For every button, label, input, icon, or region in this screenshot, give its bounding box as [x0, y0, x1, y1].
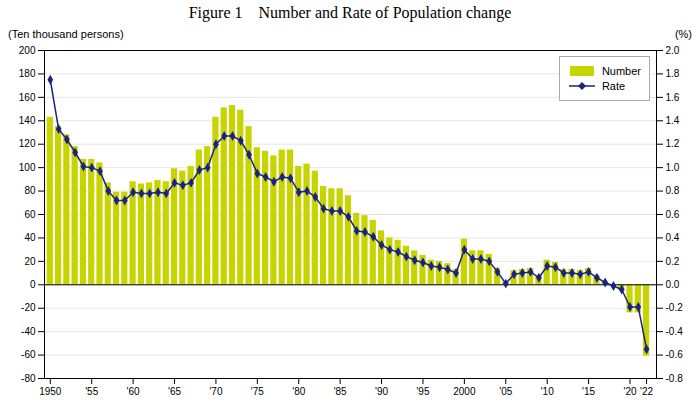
svg-text:0.8: 0.8 [666, 185, 680, 196]
html-text:Number: Number [601, 65, 641, 77]
svg-text:-80: -80 [21, 373, 36, 384]
svg-text:1.8: 1.8 [666, 68, 680, 79]
svg-text:'85: '85 [334, 386, 347, 397]
svg-text:'55: '55 [85, 386, 98, 397]
svg-text:160: 160 [19, 92, 36, 103]
svg-text:60: 60 [24, 209, 36, 220]
svg-text:'95: '95 [416, 386, 429, 397]
svg-text:'75: '75 [251, 386, 264, 397]
svg-text:'15: '15 [582, 386, 595, 397]
svg-text:-40: -40 [21, 326, 36, 337]
svg-text:0.6: 0.6 [666, 209, 680, 220]
svg-text:1.0: 1.0 [666, 162, 680, 173]
svg-text:'22: '22 [640, 386, 653, 397]
svg-text:'05: '05 [499, 386, 512, 397]
svg-text:0: 0 [30, 279, 36, 290]
svg-text:'65: '65 [168, 386, 181, 397]
svg-text:'90: '90 [375, 386, 388, 397]
html-text:Rate: Rate [601, 80, 626, 92]
svg-text:140: 140 [19, 115, 36, 126]
svg-text:2000: 2000 [453, 386, 476, 397]
html-text:Figure 1 Number and Rate of Po: Figure 1 Number and Rate of Population c… [188, 4, 512, 21]
svg-text:0.2: 0.2 [666, 256, 680, 267]
svg-text:'60: '60 [127, 386, 140, 397]
svg-text:100: 100 [19, 162, 36, 173]
html-text:(Ten thousand persons): (Ten thousand persons) [8, 28, 124, 40]
svg-text:20: 20 [24, 256, 36, 267]
svg-text:200: 200 [19, 45, 36, 56]
svg-text:120: 120 [19, 138, 36, 149]
svg-text:0.0: 0.0 [666, 279, 680, 290]
svg-text:-60: -60 [21, 349, 36, 360]
svg-text:80: 80 [24, 185, 36, 196]
svg-text:1.2: 1.2 [666, 138, 680, 149]
svg-text:-0.8: -0.8 [666, 373, 684, 384]
svg-text:-0.2: -0.2 [666, 302, 684, 313]
svg-text:1.6: 1.6 [666, 92, 680, 103]
svg-text:1950: 1950 [39, 386, 62, 397]
svg-text:'10: '10 [541, 386, 554, 397]
svg-text:0.4: 0.4 [666, 232, 680, 243]
svg-text:-0.6: -0.6 [666, 349, 684, 360]
svg-text:1.4: 1.4 [666, 115, 680, 126]
svg-text:2.0: 2.0 [666, 45, 680, 56]
svg-text:-0.4: -0.4 [666, 326, 684, 337]
svg-text:-20: -20 [21, 302, 36, 313]
svg-text:180: 180 [19, 68, 36, 79]
svg-text:'20: '20 [623, 386, 636, 397]
svg-text:'70: '70 [209, 386, 222, 397]
svg-text:'80: '80 [292, 386, 305, 397]
svg-text:40: 40 [24, 232, 36, 243]
